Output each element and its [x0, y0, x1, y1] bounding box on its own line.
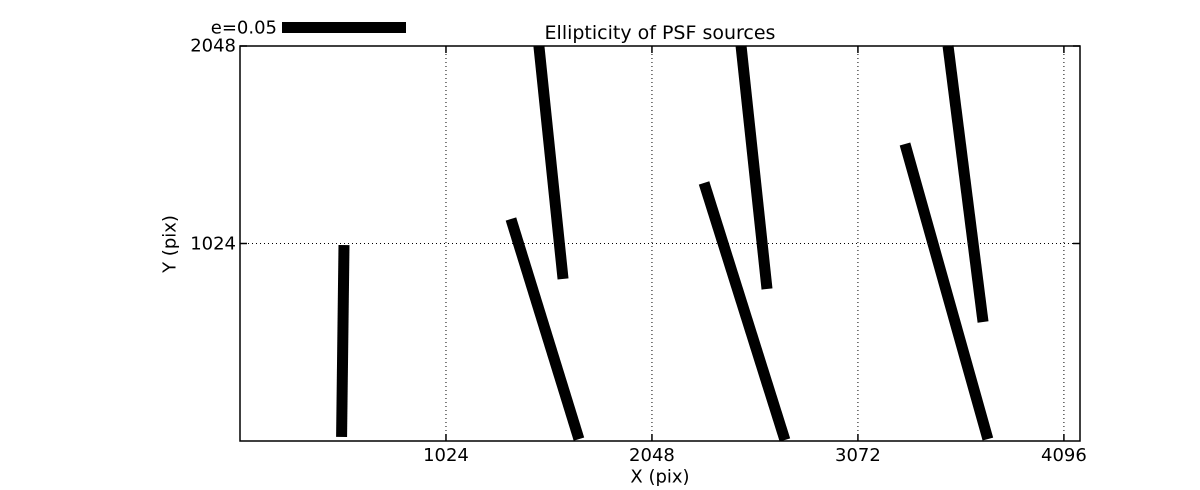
legend-label: e=0.05: [210, 17, 277, 39]
y-tick-label: 1024: [190, 233, 236, 254]
whisker-segment: [698, 181, 791, 442]
x-axis-label: X (pix): [630, 466, 690, 488]
whisker-segment: [336, 244, 350, 438]
whisker-segment: [942, 45, 989, 323]
whisker-segment: [735, 45, 773, 290]
y-tick-label: 2048: [190, 35, 236, 57]
legend-whisker-bar: [282, 22, 406, 33]
chart-title: Ellipticity of PSF sources: [544, 22, 776, 44]
x-tick-label: 4096: [1041, 445, 1087, 466]
x-tick-label: 3072: [835, 445, 881, 466]
x-tick-label: 2048: [629, 445, 675, 466]
whisker-segment: [505, 217, 585, 441]
whisker-segment: [899, 142, 994, 441]
x-tick-label: 1024: [423, 445, 469, 466]
whisker-segment: [533, 45, 569, 280]
